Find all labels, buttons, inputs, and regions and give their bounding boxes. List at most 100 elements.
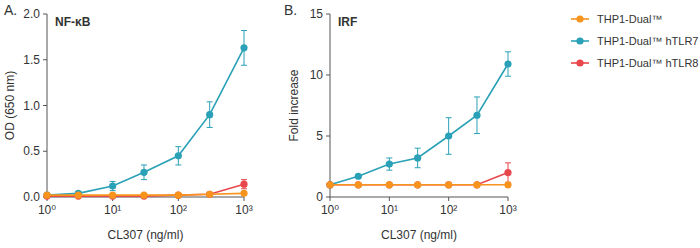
y-tick	[326, 197, 330, 198]
data-point	[140, 192, 147, 199]
data-point	[206, 111, 213, 118]
error-bar	[175, 147, 181, 165]
error-cap	[110, 181, 116, 182]
legend-entry: THP1-Dual™	[571, 13, 662, 25]
data-point	[175, 152, 182, 159]
legend-entry: THP1-Dual™ hTLR8	[571, 57, 698, 69]
data-point	[43, 192, 50, 199]
y-tick-label: 2.0	[23, 7, 40, 21]
x-axis	[330, 197, 508, 198]
error-bar	[415, 148, 421, 168]
data-point	[75, 192, 82, 199]
x-tick-label: 10⁰	[321, 203, 339, 217]
error-cap	[446, 154, 452, 155]
data-point	[445, 132, 452, 139]
chart-title: NF-κB	[55, 15, 91, 29]
data-point	[240, 190, 247, 197]
x-tick-label: 10¹	[104, 203, 121, 217]
error-bar	[505, 163, 511, 183]
x-tick	[244, 197, 245, 201]
data-point	[175, 192, 182, 199]
legend: THP1-Dual™ THP1-Dual™ hTLR7 THP1-Dual™ hTL…	[571, 13, 698, 69]
series: THP1-Dual™	[326, 181, 511, 188]
plot-area: THP1-Dual™ hTLR7THP1-Dual™ hTLR8THP1-Dua…	[326, 52, 511, 189]
error-cap	[446, 117, 452, 118]
y-tick-label: 0.0	[23, 190, 40, 204]
data-point	[386, 160, 393, 167]
y-tick-label: 5	[316, 129, 323, 143]
error-bar	[207, 102, 213, 128]
y-tick	[43, 59, 47, 60]
data-point	[75, 192, 82, 199]
series-line	[330, 64, 508, 185]
series: THP1-Dual™ hTLR8	[43, 180, 247, 200]
error-cap	[505, 51, 511, 52]
data-point	[175, 192, 182, 199]
error-bar	[241, 180, 247, 189]
data-point	[504, 181, 511, 188]
data-point	[206, 191, 213, 198]
x-tick-label: 10²	[440, 203, 457, 217]
x-tick-label: 10²	[170, 203, 187, 217]
y-axis	[330, 14, 331, 197]
y-tick-label: 15	[310, 7, 324, 21]
data-point	[414, 181, 421, 188]
data-point	[109, 192, 116, 199]
data-point	[206, 191, 213, 198]
y-tick	[326, 75, 330, 76]
x-tick	[448, 197, 449, 201]
error-cap	[141, 179, 147, 180]
x-tick-label: 10³	[235, 203, 252, 217]
data-point	[414, 154, 421, 161]
panel-label: B.	[284, 2, 297, 18]
y-axis-label: OD (650 nm)	[3, 71, 17, 140]
y-tick-label: 1.0	[23, 99, 40, 113]
legend-label: THP1-Dual™ hTLR7	[597, 35, 698, 47]
series: THP1-Dual™	[43, 190, 247, 199]
error-cap	[505, 76, 511, 77]
data-point	[140, 169, 147, 176]
legend-entry: THP1-Dual™ hTLR7	[571, 35, 698, 47]
error-cap	[175, 164, 181, 165]
data-point	[43, 192, 50, 199]
data-point	[109, 192, 116, 199]
plot-area: THP1-Dual™ hTLR7THP1-Dual™ hTLR8THP1-Dua…	[43, 30, 247, 199]
x-axis-label: CL307 (ng/ml)	[381, 228, 457, 242]
y-axis-label: Fold increase	[287, 69, 301, 141]
legend-marker	[576, 15, 583, 22]
error-cap	[241, 30, 247, 31]
error-bar	[241, 30, 247, 65]
data-point	[504, 169, 511, 176]
x-tick-label: 10³	[499, 203, 516, 217]
data-point	[445, 181, 452, 188]
series: THP1-Dual™ hTLR8	[326, 163, 511, 189]
error-cap	[386, 170, 392, 171]
data-point	[326, 181, 333, 188]
series: THP1-Dual™ hTLR7	[43, 30, 247, 198]
data-point	[473, 112, 480, 119]
x-tick	[330, 197, 331, 201]
error-bar	[446, 118, 452, 155]
error-cap	[241, 65, 247, 66]
legend-marker	[576, 59, 583, 66]
legend-label: THP1-Dual™	[597, 13, 662, 25]
y-tick	[43, 151, 47, 152]
x-tick	[508, 197, 509, 201]
data-point	[240, 44, 247, 51]
data-point	[326, 181, 333, 188]
error-cap	[241, 188, 247, 189]
error-bar	[386, 158, 392, 170]
error-bar	[505, 52, 511, 76]
data-point	[386, 181, 393, 188]
y-tick-label: 0	[316, 190, 323, 204]
panel: 05101510⁰10¹10²10³CL307 (ng/ml)Fold incr…	[284, 2, 517, 242]
data-point	[473, 181, 480, 188]
data-point	[109, 182, 116, 189]
chart-title: IRF	[338, 15, 357, 29]
data-point	[386, 181, 393, 188]
y-tick	[326, 14, 330, 15]
error-cap	[141, 164, 147, 165]
error-cap	[241, 179, 247, 180]
series: THP1-Dual™ hTLR7	[326, 52, 511, 189]
figure: 0.00.51.01.52.010⁰10¹10²10³CL307 (ng/ml)…	[0, 0, 700, 248]
